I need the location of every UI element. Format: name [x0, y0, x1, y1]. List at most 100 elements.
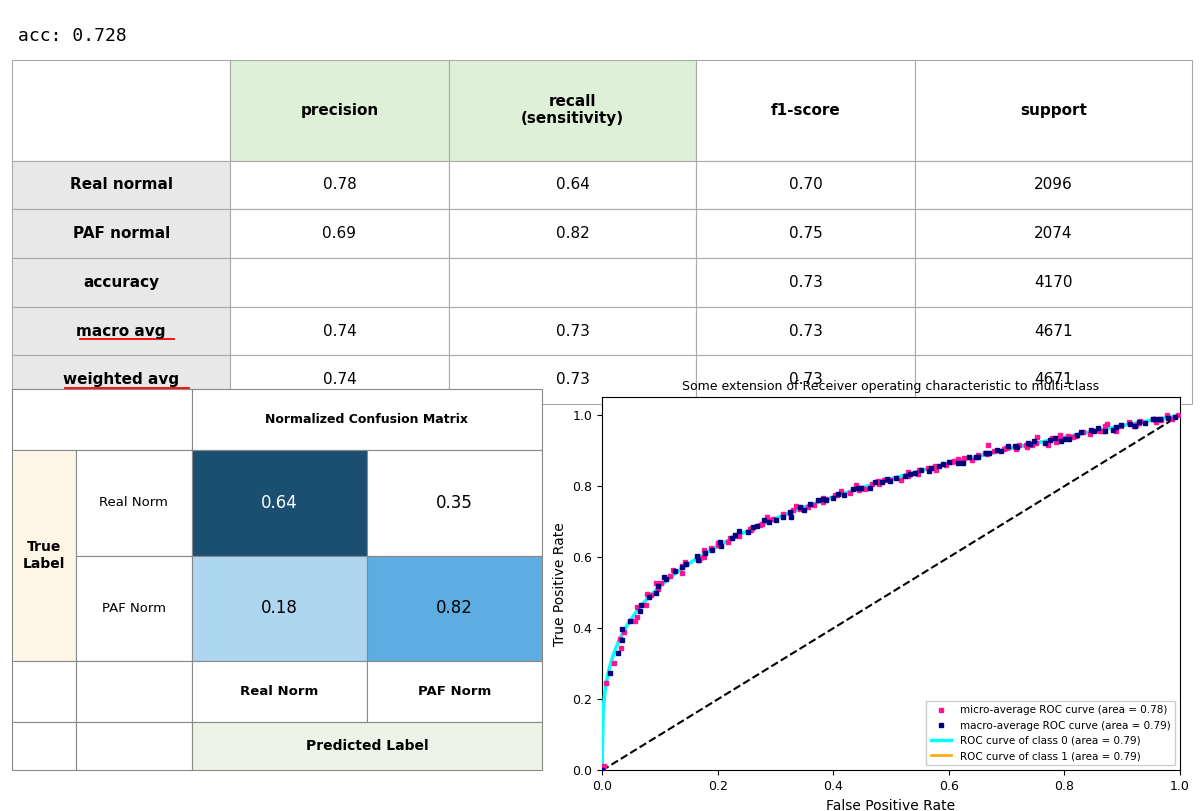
Text: PAF normal: PAF normal — [72, 226, 170, 241]
micro-average ROC curve (area = 0.78) — [1076, 427, 1091, 436]
Bar — [915, 209, 1192, 258]
Text: 0.35: 0.35 — [436, 494, 473, 512]
Text: support: support — [1020, 102, 1087, 118]
X-axis label: False Positive Rate: False Positive Rate — [826, 799, 956, 811]
Bar — [12, 307, 230, 355]
Text: True
Label: True Label — [23, 540, 65, 571]
Text: 0.73: 0.73 — [555, 324, 590, 339]
Line: ROC curve of class 0 (area = 0.79): ROC curve of class 0 (area = 0.79) — [602, 415, 1180, 770]
Text: 0.64: 0.64 — [555, 178, 590, 192]
micro-average ROC curve (area = 0.78) — [1159, 410, 1174, 420]
Text: 0.82: 0.82 — [436, 599, 473, 617]
Bar — [915, 355, 1192, 404]
Bar — [193, 556, 367, 661]
macro-average ROC curve (area = 0.79) — [936, 459, 950, 469]
Line: macro-average ROC curve (area = 0.79): macro-average ROC curve (area = 0.79) — [600, 415, 1178, 772]
Bar — [12, 661, 76, 722]
Text: Real Norm: Real Norm — [100, 496, 169, 509]
Text: 4170: 4170 — [1034, 275, 1073, 290]
Bar — [193, 450, 367, 556]
ROC curve of class 1 (area = 0.79) — [1068, 430, 1082, 440]
Text: 0.75: 0.75 — [789, 226, 822, 241]
Text: weighted avg: weighted avg — [63, 372, 179, 388]
micro-average ROC curve (area = 0.78) — [728, 530, 743, 540]
Text: 0.64: 0.64 — [261, 494, 297, 512]
Bar — [12, 209, 230, 258]
Bar — [193, 722, 542, 770]
Bar — [12, 389, 193, 450]
Bar — [12, 59, 230, 161]
ROC curve of class 1 (area = 0.79) — [908, 467, 922, 477]
Bar — [696, 258, 915, 307]
Text: macro avg: macro avg — [76, 324, 166, 339]
Bar — [76, 556, 193, 661]
Bar — [367, 450, 542, 556]
Bar — [12, 450, 76, 661]
Bar — [230, 258, 449, 307]
micro-average ROC curve (area = 0.78) — [1171, 410, 1186, 420]
Bar — [12, 161, 230, 209]
Bar — [915, 161, 1192, 209]
Text: 0.82: 0.82 — [555, 226, 590, 241]
Text: Normalized Confusion Matrix: Normalized Confusion Matrix — [265, 413, 468, 427]
Text: 0.73: 0.73 — [789, 372, 822, 388]
Bar — [696, 161, 915, 209]
Bar — [367, 661, 542, 722]
Text: 4671: 4671 — [1034, 372, 1073, 388]
macro-average ROC curve (area = 0.79) — [889, 473, 903, 483]
ROC curve of class 1 (area = 0.79) — [869, 478, 884, 488]
Bar — [449, 59, 696, 161]
Text: 0.73: 0.73 — [789, 275, 822, 290]
ROC curve of class 0 (area = 0.79) — [908, 467, 922, 477]
Bar — [449, 307, 696, 355]
micro-average ROC curve (area = 0.78) — [596, 761, 610, 770]
ROC curve of class 0 (area = 0.79) — [1158, 413, 1173, 423]
Bar — [193, 389, 542, 450]
ROC curve of class 1 (area = 0.79) — [1158, 413, 1173, 423]
Bar — [696, 59, 915, 161]
Text: 0.74: 0.74 — [323, 324, 356, 339]
micro-average ROC curve (area = 0.78) — [743, 524, 757, 534]
micro-average ROC curve (area = 0.78) — [950, 453, 964, 463]
Bar — [449, 355, 696, 404]
Bar — [76, 661, 193, 722]
Bar — [230, 161, 449, 209]
ROC curve of class 0 (area = 0.79) — [595, 766, 609, 775]
Text: 0.18: 0.18 — [261, 599, 299, 617]
ROC curve of class 1 (area = 0.79) — [939, 459, 954, 469]
ROC curve of class 0 (area = 0.79) — [869, 478, 884, 488]
Bar — [449, 209, 696, 258]
Title: Some extension of Receiver operating characteristic to multi-class: Some extension of Receiver operating cha… — [683, 380, 1099, 393]
ROC curve of class 1 (area = 0.79) — [873, 478, 887, 487]
Y-axis label: True Positive Rate: True Positive Rate — [553, 522, 567, 646]
Text: 0.73: 0.73 — [789, 324, 822, 339]
Text: Predicted Label: Predicted Label — [306, 739, 429, 753]
Text: f1-score: f1-score — [771, 102, 840, 118]
Text: accuracy: accuracy — [83, 275, 159, 290]
Bar — [230, 209, 449, 258]
Bar — [76, 450, 193, 556]
ROC curve of class 0 (area = 0.79) — [939, 459, 954, 469]
ROC curve of class 0 (area = 0.79) — [1068, 430, 1082, 440]
Bar — [696, 209, 915, 258]
micro-average ROC curve (area = 0.78) — [1132, 418, 1146, 427]
Line: micro-average ROC curve (area = 0.78): micro-average ROC curve (area = 0.78) — [601, 413, 1181, 768]
Bar — [230, 355, 449, 404]
Text: 2074: 2074 — [1034, 226, 1073, 241]
macro-average ROC curve (area = 0.79) — [1168, 413, 1182, 423]
ROC curve of class 0 (area = 0.79) — [873, 478, 887, 487]
Bar — [449, 161, 696, 209]
ROC curve of class 1 (area = 0.79) — [595, 766, 609, 775]
Text: PAF Norm: PAF Norm — [418, 684, 491, 698]
ROC curve of class 0 (area = 0.79) — [1173, 410, 1187, 420]
Text: PAF Norm: PAF Norm — [102, 602, 166, 615]
Text: 0.70: 0.70 — [789, 178, 822, 192]
Text: 2096: 2096 — [1034, 178, 1073, 192]
Text: 0.78: 0.78 — [323, 178, 356, 192]
Text: 0.73: 0.73 — [555, 372, 590, 388]
Bar — [230, 307, 449, 355]
macro-average ROC curve (area = 0.79) — [706, 546, 720, 556]
micro-average ROC curve (area = 0.78) — [1091, 426, 1105, 436]
macro-average ROC curve (area = 0.79) — [1122, 419, 1137, 429]
Line: ROC curve of class 1 (area = 0.79): ROC curve of class 1 (area = 0.79) — [602, 415, 1180, 770]
